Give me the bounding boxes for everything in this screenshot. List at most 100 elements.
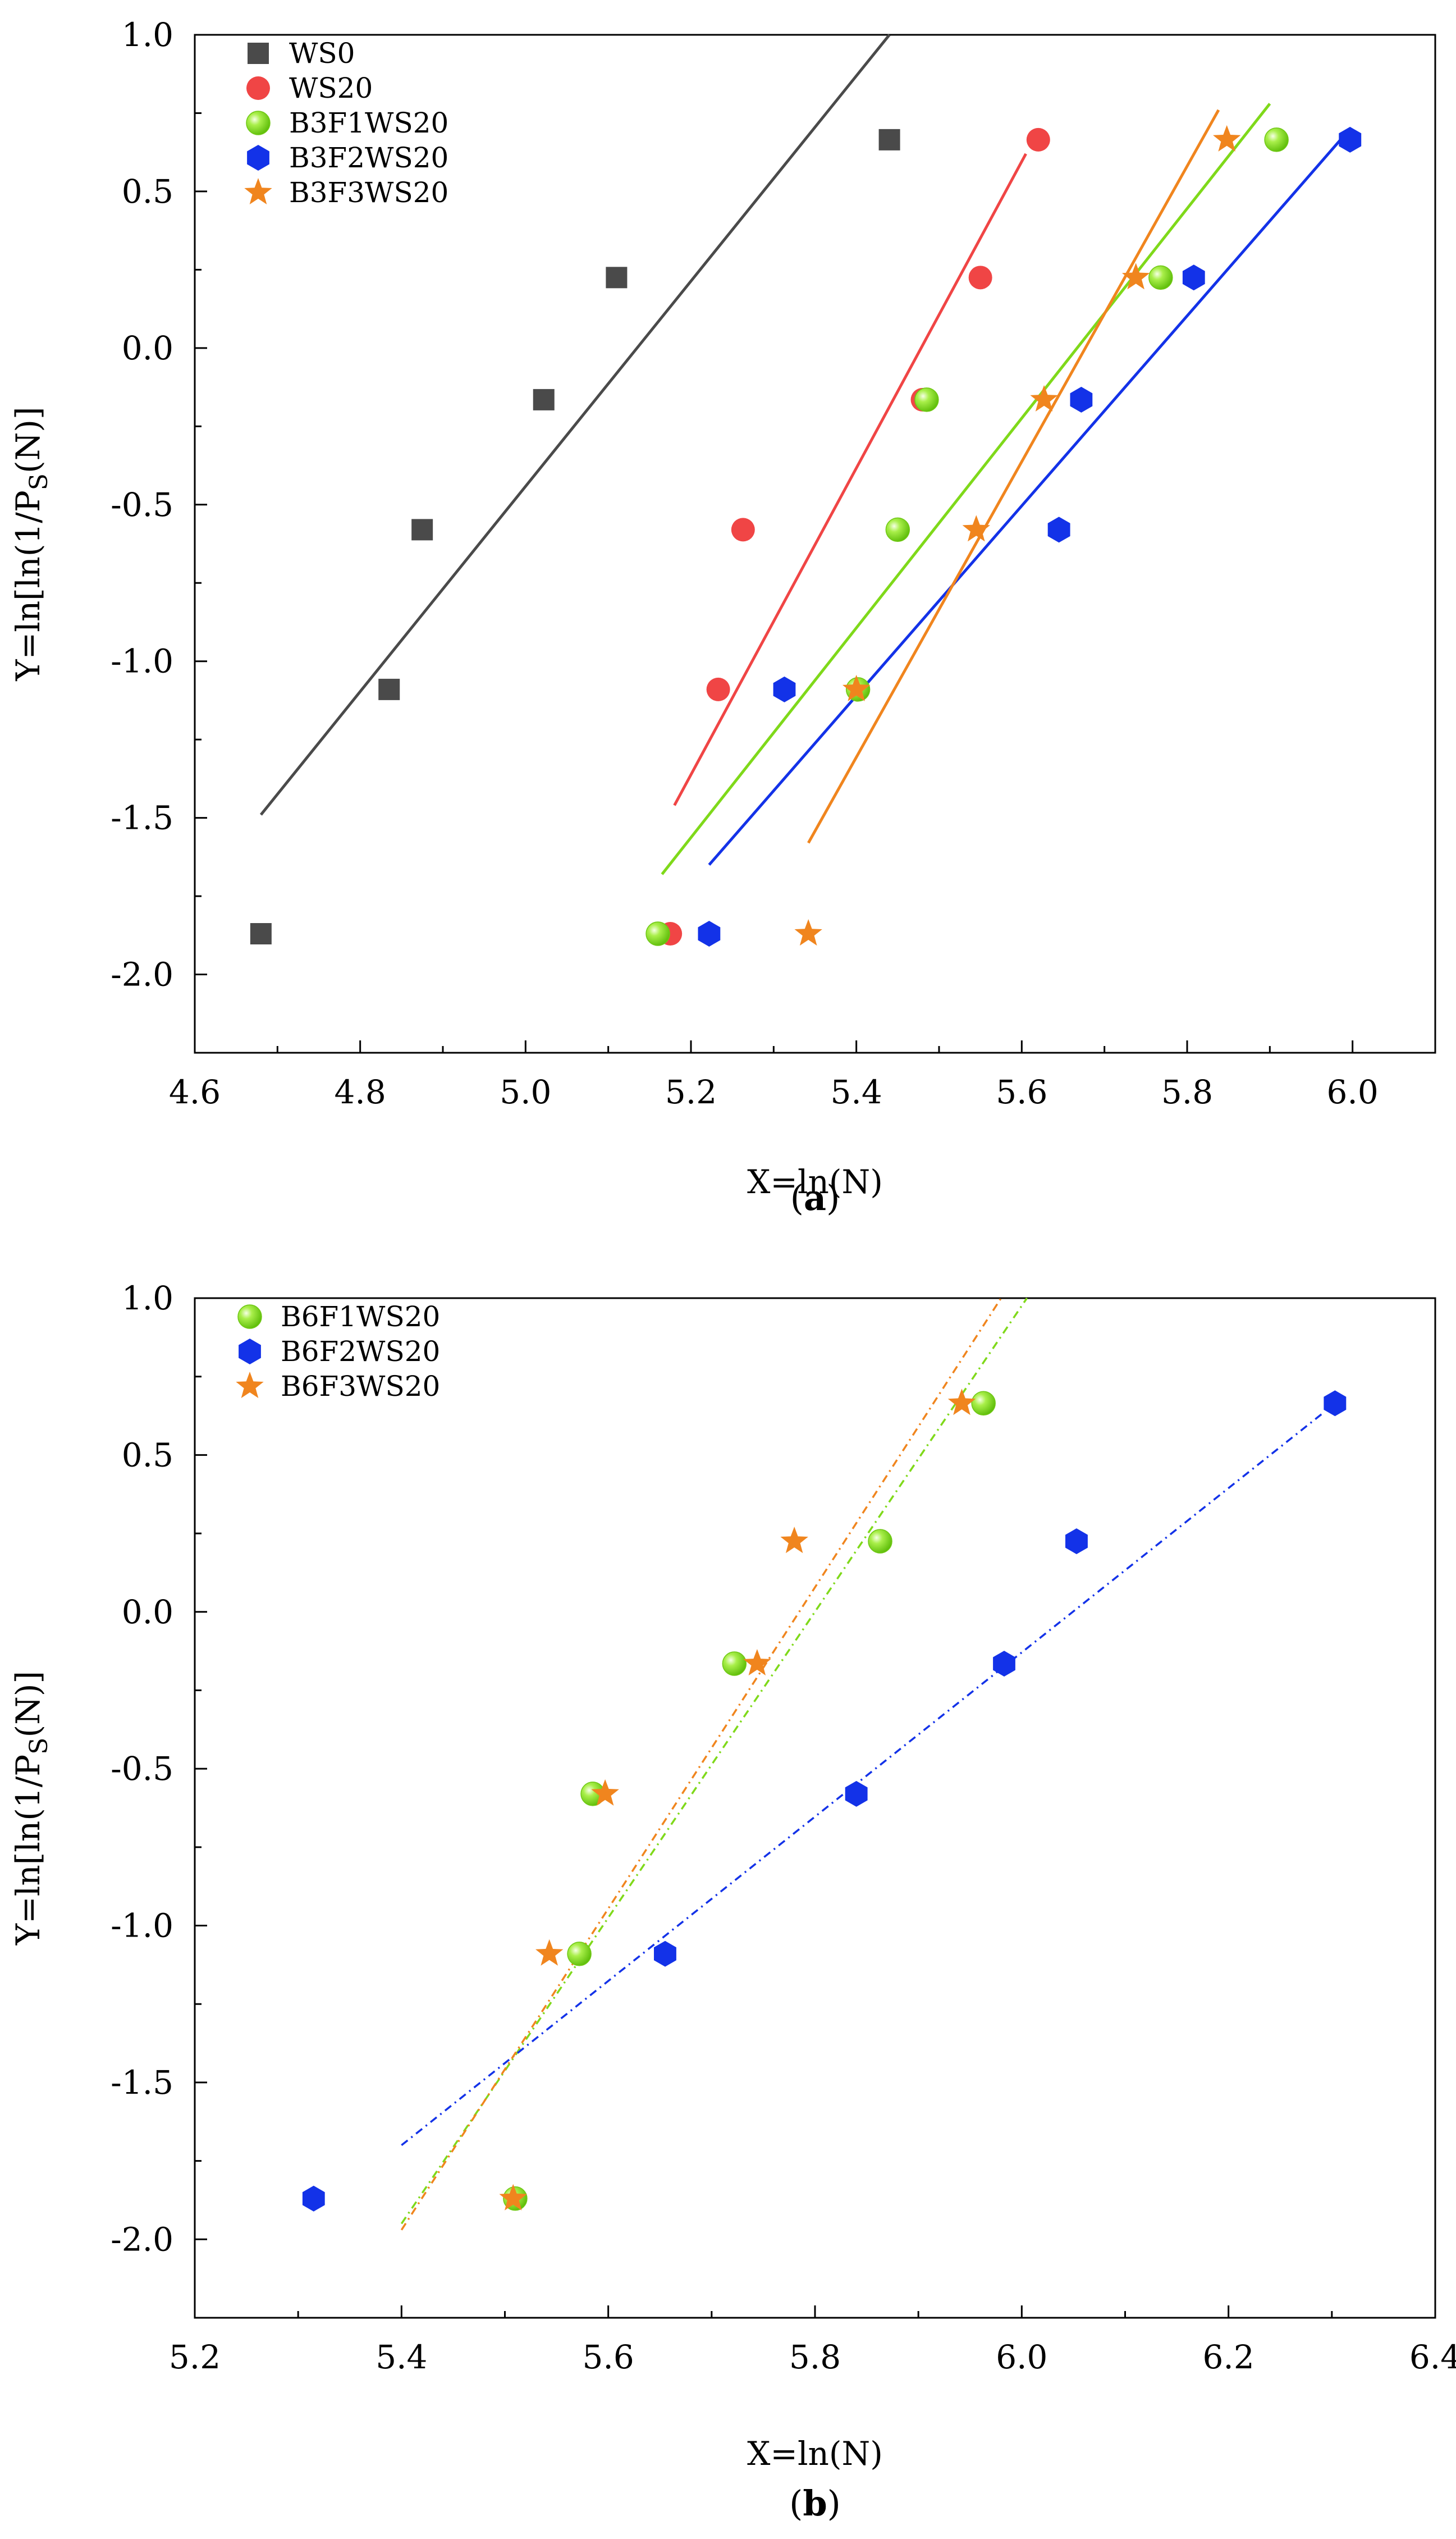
legend-marker [236,1372,264,1398]
series-ws0 [250,129,900,945]
y-tick-label: 1.0 [122,1279,173,1317]
y-tick-label: 1.0 [122,16,173,54]
data-point [535,1939,564,1966]
chart-panel-b: 5.2 5.4 5.6 5.8 6.0 6.2 6.4 -2.0 -1.5 -1.0 -0.5 0.0… [9,1279,1456,2524]
x-tick-label: 4.6 [169,1073,221,1111]
panel-label-letter: a [804,1177,826,1218]
legend-marker [244,178,272,204]
data-point [645,921,670,946]
chart-panel-a: 4.6 4.8 5.0 5.2 5.4 5.6 5.8 6.0 -2.0 -1.5 -1.0 -0.5… [9,16,1436,1218]
y-tick-label: -1.5 [111,799,173,837]
data-point [1213,125,1241,152]
data-point [968,266,992,290]
legend-label: WS20 [289,72,373,104]
y-tick-label: 0.0 [122,329,173,367]
data-point [499,2184,527,2211]
series-b6f3ws20 [499,1389,976,2211]
data-point [606,267,628,289]
panel-label-letter: b [803,2483,827,2524]
data-point [731,518,755,542]
fit-line-ws0 [259,34,891,816]
y-tick-label: -1.0 [111,1907,173,1945]
data-point [845,1780,868,1807]
y-axis-label: Y=ln[ln(1/PS(N)] [9,1671,53,1946]
x-tick-label: 5.0 [500,1073,551,1111]
data-point [533,389,555,410]
data-point [971,1391,996,1415]
legend-label: WS0 [289,37,355,70]
legend-label: B3F1WS20 [289,107,448,139]
data-point [868,1529,892,1554]
y-axis-label-part: (N)] [9,1671,47,1738]
data-point [706,677,730,701]
x-tick-label: 6.0 [996,2338,1047,2376]
data-point [1065,1528,1088,1554]
data-point [722,1651,747,1676]
y-tick-label: 0.0 [122,1593,173,1631]
data-point [794,919,822,946]
x-tick-label: 5.6 [583,2338,634,2376]
y-axis-label-part: Y=ln[ln(1/P [9,490,47,681]
data-point [743,1649,771,1675]
x-tick-label: 4.8 [335,1073,386,1111]
y-tick-label: 0.5 [122,1436,173,1474]
data-point [878,129,900,150]
data-point [914,387,939,412]
panel-label: (a) [790,1177,840,1218]
x-tick-label: 5.4 [376,2338,427,2376]
data-point [773,676,796,702]
data-point [591,1779,619,1806]
data-point [1339,126,1362,153]
plot-frame [194,1297,1436,2319]
data-point [1026,127,1050,152]
y-axis-label-sub: S [25,473,53,490]
data-point [567,1942,592,1966]
data-point [1030,385,1058,412]
panel-label-open: ( [789,2483,803,2524]
y-tick-label: -2.0 [111,2220,173,2258]
data-point [993,1651,1015,1677]
y-axis-label-part: Y=ln[ln(1/P [9,1755,47,1946]
legend-marker [246,76,270,100]
fit-line-b3f3ws20 [807,109,1220,844]
legend-label: B3F3WS20 [289,176,448,209]
panel-label-close: ) [826,1177,840,1218]
legend-marker [247,145,269,171]
y-tick-label: -0.5 [111,1750,173,1788]
fit-line-b6f2ws20 [401,1413,1322,2147]
data-point [1121,263,1150,290]
x-tick-label: 5.8 [789,2338,841,2376]
panel-label: (b) [789,2483,841,2524]
x-tick-label: 5.2 [169,2338,221,2376]
data-point [378,678,400,700]
series-b3f2ws20 [698,126,1362,947]
legend-label: B6F2WS20 [281,1335,440,1368]
data-point [962,515,990,542]
y-axis-label-part: (N)] [9,407,47,473]
y-tick-label: -2.0 [111,956,173,994]
y-tick-label: -0.5 [111,486,173,524]
legend-marker [248,43,269,64]
y-tick-label: -1.0 [111,642,173,681]
fit-line-b3f1ws20 [661,103,1271,875]
data-point [780,1527,808,1554]
data-point [842,674,871,701]
data-point [1070,386,1093,413]
data-point [698,921,721,947]
x-tick-label: 5.4 [831,1073,882,1111]
fit-line-b3f2ws20 [708,127,1352,866]
x-axis-label: X=ln(N) [747,2435,883,2473]
x-tick-label: 5.2 [665,1073,717,1111]
legend-label: B6F1WS20 [281,1300,440,1333]
x-tick-label: 6.2 [1203,2338,1254,2376]
y-axis-label: Y=ln[ln(1/PS(N)] [9,407,53,681]
data-point [654,1940,676,1967]
x-tick-label: 5.8 [1161,1073,1213,1111]
data-point [1047,517,1070,543]
data-point [250,923,272,945]
x-tick-label: 6.0 [1327,1073,1379,1111]
legend-marker [237,1304,262,1329]
